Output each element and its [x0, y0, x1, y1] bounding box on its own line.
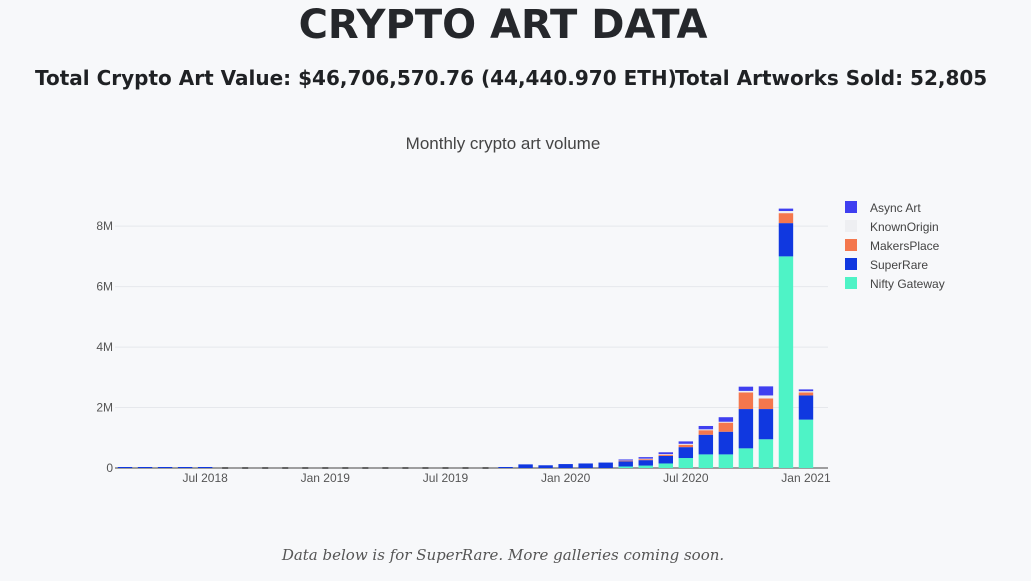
bar-segment-nifty-gateway[interactable]: [718, 454, 734, 468]
chart-title: Monthly crypto art volume: [406, 134, 601, 153]
bar-segment-knownorigin[interactable]: [698, 429, 714, 431]
bar-segment-superrare[interactable]: [157, 467, 173, 468]
artworks-sold-label: Total Artworks Sold:: [675, 66, 904, 90]
footer-note: Data below is for SuperRare. More galler…: [281, 546, 725, 564]
bar-segment-nifty-gateway[interactable]: [738, 448, 754, 468]
volume-chart[interactable]: Monthly crypto art volume 0 2M 4M 6M 8M Jul 20…: [0, 120, 1031, 520]
x-tick-label: Jul 2018: [182, 471, 228, 485]
bar-segment-superrare[interactable]: [798, 395, 814, 420]
legend-label[interactable]: MakersPlace: [870, 239, 940, 253]
bar-segment-async-art[interactable]: [678, 441, 694, 444]
legend-swatch-async-art[interactable]: [845, 201, 857, 213]
bar-segment-superrare[interactable]: [498, 467, 513, 468]
bar-segment-superrare[interactable]: [197, 467, 213, 468]
x-tick-label: Jul 2019: [423, 471, 469, 485]
bar-segment-superrare[interactable]: [177, 467, 193, 468]
bar-segment-async-art[interactable]: [758, 386, 774, 396]
artworks-sold-stat: Total Artworks Sold: 52,805: [675, 66, 987, 90]
bar-segment-superrare[interactable]: [518, 464, 533, 468]
x-tick-label: Jul 2020: [663, 471, 709, 485]
x-tick-label: Jan 2021: [781, 471, 831, 485]
bar-segment-makersplace[interactable]: [718, 422, 734, 432]
bar-segment-superrare[interactable]: [117, 467, 133, 468]
bar-segment-async-art[interactable]: [638, 457, 653, 459]
bar-segment-knownorigin[interactable]: [718, 421, 734, 423]
bar-segment-nifty-gateway[interactable]: [658, 463, 673, 468]
bar-segment-knownorigin[interactable]: [798, 391, 814, 393]
bar-segment-superrare[interactable]: [698, 434, 714, 455]
legend-label[interactable]: Async Art: [870, 201, 921, 215]
y-tick-label: 6M: [96, 280, 113, 294]
bar-segment-knownorigin[interactable]: [778, 211, 794, 214]
bar-segment-knownorigin[interactable]: [738, 390, 754, 393]
bar-segment-superrare[interactable]: [738, 409, 754, 449]
volume-chart-svg[interactable]: Monthly crypto art volume 0 2M 4M 6M 8M Jul 20…: [0, 120, 1031, 520]
y-tick-label: 2M: [96, 401, 113, 415]
bar-segment-async-art[interactable]: [618, 459, 633, 461]
bar-segment-makersplace[interactable]: [758, 398, 774, 410]
bar-segment-async-art[interactable]: [658, 452, 673, 455]
x-tick-label: Jan 2019: [301, 471, 351, 485]
bar-segment-superrare[interactable]: [578, 463, 593, 468]
total-value-stat: Total Crypto Art Value: $46,706,570.76 (…: [35, 66, 677, 90]
bar-segment-superrare[interactable]: [538, 465, 553, 468]
legend-label[interactable]: KnownOrigin: [870, 220, 939, 234]
bar-segment-superrare[interactable]: [638, 460, 653, 466]
bar-segment-makersplace[interactable]: [778, 213, 794, 224]
bar-segment-nifty-gateway[interactable]: [758, 439, 774, 468]
bar-segment-makersplace[interactable]: [658, 454, 673, 456]
legend-swatch-makersplace[interactable]: [845, 239, 857, 251]
bar-segment-nifty-gateway[interactable]: [638, 465, 653, 468]
bar-segment-async-art[interactable]: [798, 389, 814, 392]
bar-segment-superrare[interactable]: [678, 447, 694, 459]
bar-segment-superrare[interactable]: [718, 431, 734, 455]
bar-segment-async-art[interactable]: [718, 417, 734, 422]
bar-segment-makersplace[interactable]: [638, 459, 653, 461]
legend-swatch-superrare[interactable]: [845, 258, 857, 270]
bar-segment-async-art[interactable]: [698, 425, 714, 430]
y-tick-label: 4M: [96, 340, 113, 354]
bar-segment-superrare[interactable]: [758, 409, 774, 440]
bar-segment-nifty-gateway[interactable]: [778, 256, 794, 468]
bar-segment-superrare[interactable]: [658, 455, 673, 464]
artworks-sold-value: 52,805: [910, 66, 988, 90]
bar-segment-superrare[interactable]: [618, 461, 633, 467]
bar-segment-nifty-gateway[interactable]: [798, 419, 814, 468]
y-tick-label: 0: [106, 461, 113, 475]
bar-segment-knownorigin[interactable]: [638, 458, 653, 460]
bar-segment-knownorigin[interactable]: [678, 443, 694, 445]
bar-segment-makersplace[interactable]: [618, 460, 633, 462]
bar-segment-makersplace[interactable]: [678, 444, 694, 448]
bar-segment-nifty-gateway[interactable]: [698, 454, 714, 468]
bar-segment-superrare[interactable]: [137, 467, 153, 468]
legend-swatch-nifty-gateway[interactable]: [845, 277, 857, 289]
bar-segment-knownorigin[interactable]: [658, 453, 673, 455]
page-title: CRYPTO ART DATA: [298, 2, 708, 48]
bar-segment-async-art[interactable]: [738, 386, 754, 391]
bar-segment-makersplace[interactable]: [698, 430, 714, 435]
bar-segment-nifty-gateway[interactable]: [618, 466, 633, 468]
bar-segment-makersplace[interactable]: [738, 392, 754, 410]
y-tick-label: 8M: [96, 219, 113, 233]
bar-segment-superrare[interactable]: [778, 223, 794, 257]
bar-segment-superrare[interactable]: [558, 464, 573, 468]
x-tick-label: Jan 2020: [541, 471, 591, 485]
legend-swatch-knownorigin[interactable]: [845, 220, 857, 232]
total-value: $46,706,570.76 (44,440.970 ETH): [298, 66, 677, 90]
bar-segment-nifty-gateway[interactable]: [678, 458, 694, 468]
legend-label[interactable]: SuperRare: [870, 258, 928, 272]
legend-label[interactable]: Nifty Gateway: [870, 277, 945, 291]
bar-segment-knownorigin[interactable]: [758, 395, 774, 399]
bar-segment-superrare[interactable]: [598, 462, 613, 468]
total-value-label: Total Crypto Art Value:: [35, 66, 292, 90]
bar-segment-makersplace[interactable]: [798, 392, 814, 396]
bar-segment-async-art[interactable]: [778, 208, 794, 212]
